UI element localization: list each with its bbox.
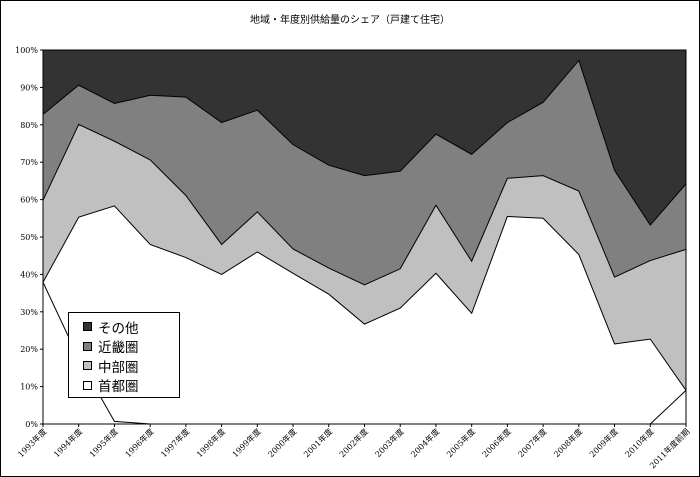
y-tick-label: 50%	[20, 233, 38, 242]
area-series-3	[43, 60, 686, 285]
x-tick-label: 1996年度	[123, 426, 156, 459]
legend-label-shutoken: 首都圏	[98, 379, 139, 396]
x-tick-label: 1997年度	[159, 426, 192, 459]
x-tick-label: 2002年度	[337, 426, 370, 459]
x-tick-label: 1993年度	[16, 426, 49, 459]
y-tick-label: 90%	[20, 83, 38, 92]
y-tick-label: 100%	[15, 46, 38, 55]
legend-label-other: その他	[98, 320, 139, 337]
x-tick-label: 1998年度	[194, 426, 227, 459]
area-series-1	[43, 205, 686, 424]
x-tick-label: 1999年度	[230, 426, 263, 459]
x-tick-label: 2006年度	[480, 426, 513, 459]
x-tick-label: 2000年度	[266, 426, 299, 459]
y-tick-label: 30%	[20, 308, 38, 317]
legend-item-chubu: 中部圏	[83, 356, 179, 376]
x-tick-label: 2005年度	[444, 426, 477, 459]
x-tick-label: 1995年度	[87, 426, 120, 459]
legend-item-kinki: 近畿圏	[83, 337, 179, 357]
legend-label-chubu: 中部圏	[98, 359, 139, 376]
x-tick-label: 2003年度	[373, 426, 406, 459]
chart-title: 地域・年度別供給量のシェア（戸建て住宅）	[250, 15, 450, 26]
area-series-4	[43, 50, 686, 226]
legend-swatch-chubu	[83, 361, 92, 371]
x-tick-label: 2001年度	[301, 426, 334, 459]
x-tick-label: 2004年度	[409, 426, 442, 459]
x-tick-label: 2008年度	[551, 426, 584, 459]
y-tick-label: 40%	[20, 270, 38, 279]
legend-swatch-kinki	[83, 341, 92, 351]
series-boundary-line-1	[42, 205, 687, 391]
x-tick-label: 2007年度	[516, 426, 549, 459]
chart-legend: その他 近畿圏 中部圏 首都圏	[68, 312, 180, 398]
legend-item-shutoken: 首都圏	[83, 376, 179, 396]
y-tick-label: 80%	[20, 121, 38, 130]
y-tick-label: 60%	[20, 196, 38, 205]
legend-swatch-shutoken	[83, 380, 92, 390]
y-tick-label: 10%	[20, 383, 38, 392]
y-tick-label: 0%	[25, 420, 38, 429]
legend-item-other: その他	[83, 317, 179, 337]
x-tick-label: 2009年度	[587, 426, 620, 459]
x-tick-label: 1994年度	[51, 426, 84, 459]
series-boundary-line-3	[42, 59, 687, 226]
x-tick-label: 2010年度	[623, 426, 656, 459]
y-tick-label: 70%	[20, 158, 38, 167]
y-tick-label: 20%	[20, 345, 38, 354]
series-boundary-line-2	[42, 123, 687, 286]
area-series-2	[43, 124, 686, 391]
legend-swatch-other	[83, 322, 92, 332]
legend-label-kinki: 近畿圏	[98, 340, 139, 357]
